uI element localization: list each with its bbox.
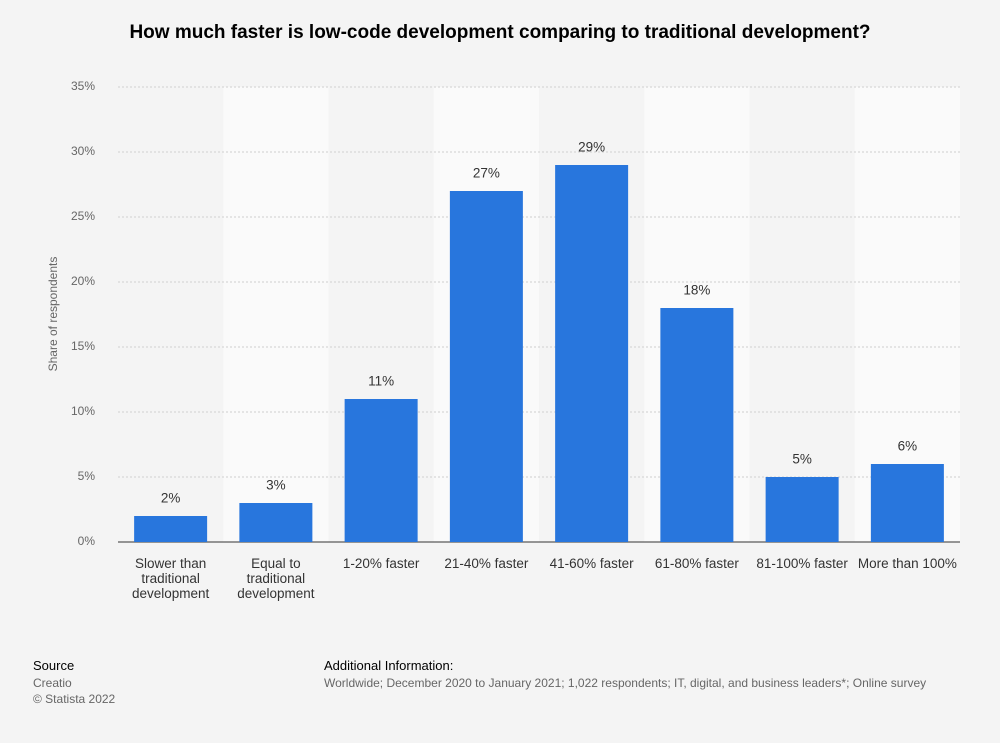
value-label: 5% bbox=[792, 452, 812, 467]
y-tick-label: 35% bbox=[71, 79, 95, 93]
y-tick-label: 5% bbox=[78, 469, 96, 483]
x-tick-label: 41-60% faster bbox=[549, 556, 634, 571]
x-tick-label: 1-20% faster bbox=[342, 556, 420, 571]
value-label: 29% bbox=[578, 140, 605, 155]
info: Worldwide; December 2020 to January 2021… bbox=[324, 676, 927, 690]
y-tick-label: 20% bbox=[71, 274, 95, 288]
y-tick-label: 25% bbox=[71, 209, 95, 223]
bar bbox=[870, 464, 944, 542]
value-label: 11% bbox=[368, 374, 394, 389]
y-tick-label: 0% bbox=[78, 534, 96, 548]
y-tick-label: 15% bbox=[71, 339, 95, 353]
copyright: © Statista 2022 bbox=[33, 692, 116, 706]
value-label: 18% bbox=[683, 283, 710, 298]
y-tick-label: 30% bbox=[71, 144, 95, 158]
x-tick-label: 81-100% faster bbox=[756, 556, 848, 571]
bar bbox=[765, 477, 839, 542]
bar bbox=[344, 399, 418, 542]
info-heading: Additional Information: bbox=[324, 658, 454, 673]
x-tick-label: 21-40% faster bbox=[444, 556, 529, 571]
value-label: 6% bbox=[898, 439, 918, 454]
x-tick-label: Equal to traditional development bbox=[237, 556, 315, 601]
band-background bbox=[223, 87, 329, 542]
chart-title: How much faster is low-code development … bbox=[129, 22, 870, 43]
source-heading: Source bbox=[33, 658, 75, 673]
source: Creatio bbox=[33, 676, 72, 690]
x-tick-label: More than 100% bbox=[857, 556, 957, 571]
bar bbox=[449, 191, 523, 542]
x-tick-label: Slower than traditional development bbox=[131, 556, 210, 601]
value-label: 27% bbox=[473, 166, 500, 181]
bar bbox=[555, 165, 629, 542]
bar bbox=[239, 503, 313, 542]
bar bbox=[134, 516, 208, 542]
bar bbox=[660, 308, 734, 542]
y-tick-label: 10% bbox=[71, 404, 95, 418]
x-tick-label: 61-80% faster bbox=[654, 556, 739, 571]
value-label: 2% bbox=[161, 491, 181, 506]
y-axis-title: Share of respondents bbox=[46, 257, 60, 372]
value-label: 3% bbox=[266, 478, 286, 493]
